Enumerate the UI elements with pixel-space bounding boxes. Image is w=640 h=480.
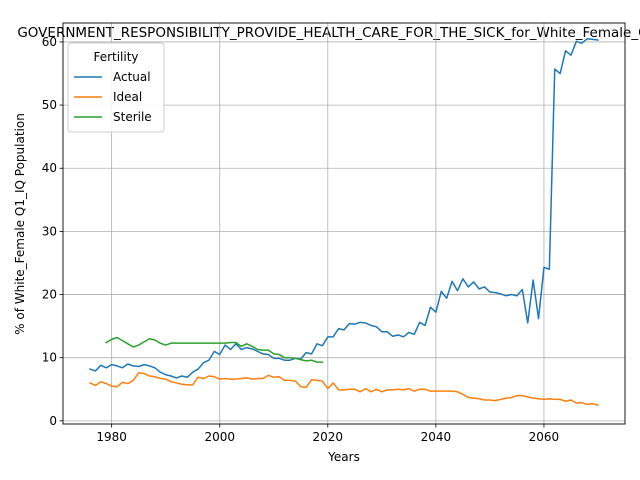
series-line-sterile: [105, 336, 324, 363]
x-axis-label: Years: [327, 450, 360, 464]
legend-label-ideal: Ideal: [113, 90, 142, 104]
x-tick-label: 1980: [96, 430, 127, 444]
axes: 1980 2000 2020 2040 2060 0 10 20 30 40 50 60: [42, 35, 559, 444]
x-tick-label: 2040: [421, 430, 452, 444]
x-tick-label: 2060: [529, 430, 560, 444]
chart-title: GOVERNMENT_RESPONSIBILITY_PROVIDE_HEALTH…: [17, 25, 640, 41]
y-tick-label: 10: [42, 351, 57, 365]
grid: [63, 23, 625, 424]
x-tick-label: 2000: [204, 430, 235, 444]
plot-frame: [62, 22, 626, 425]
series-lines: [89, 38, 599, 406]
y-tick-label: 60: [42, 35, 57, 49]
legend-title: Fertility: [93, 50, 138, 64]
y-tick-label: 30: [42, 224, 57, 238]
y-tick-label: 20: [42, 288, 57, 302]
y-tick-label: 40: [42, 161, 57, 175]
legend-label-sterile: Sterile: [113, 110, 152, 124]
x-tick-label: 2020: [313, 430, 344, 444]
legend-box: [67, 42, 165, 133]
y-tick-label: 50: [42, 98, 57, 112]
series-line-actual: [89, 38, 599, 379]
legend-label-actual: Actual: [113, 70, 151, 84]
y-tick-label: 0: [49, 414, 57, 428]
series-line-ideal: [89, 372, 599, 406]
y-axis-label: % of White_Female Q1_IQ Population: [13, 113, 27, 335]
legend: Fertility Actual Ideal Sterile: [67, 42, 165, 133]
